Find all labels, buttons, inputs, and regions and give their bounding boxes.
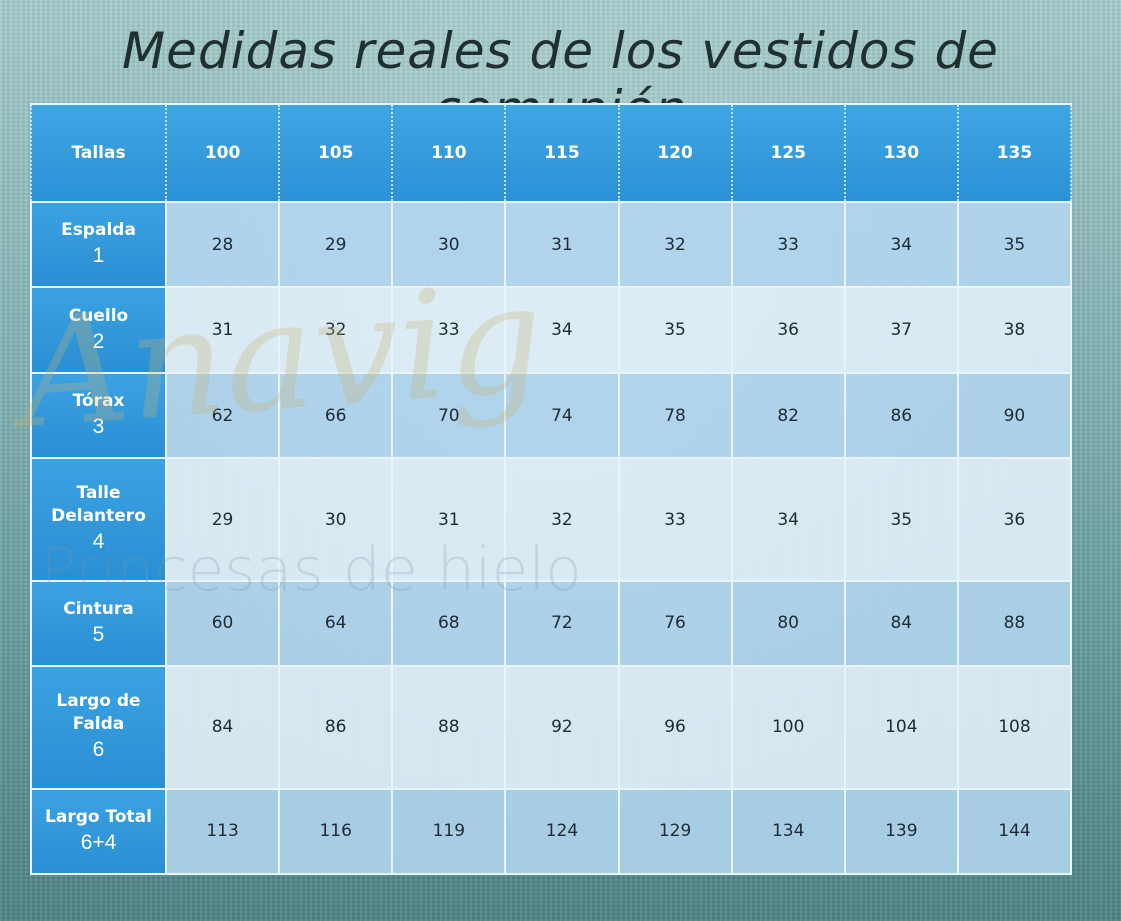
measurement-cell: 76: [617, 579, 733, 668]
measurement-cell: 62: [164, 371, 281, 460]
measurement-cell: 32: [617, 200, 733, 289]
measurement-cell: 116: [278, 787, 394, 875]
measurement-cell: 33: [391, 286, 507, 374]
measurement-cell: 82: [730, 371, 846, 460]
row-header: Largo de Falda 6: [30, 665, 167, 790]
measurement-cell: 30: [278, 457, 394, 582]
size-header: 110: [391, 103, 507, 203]
measurement-cell: 29: [164, 457, 281, 582]
measurement-cell: 70: [391, 371, 507, 460]
row-header: Cuello 2: [30, 286, 167, 374]
measurement-cell: 66: [278, 371, 394, 460]
table-row: Cuello 2 31 32 33 34 35 36 37 38: [30, 286, 1073, 374]
measurement-cell: 32: [278, 286, 394, 374]
measurement-cell: 30: [391, 200, 507, 289]
measurement-cell: 129: [617, 787, 733, 875]
measurement-cell: 32: [504, 457, 620, 582]
measurement-cell: 124: [504, 787, 620, 875]
measurement-cell: 113: [164, 787, 281, 875]
row-number: 2: [92, 329, 105, 353]
measurement-cell: 33: [617, 457, 733, 582]
measurement-cell: 100: [730, 665, 846, 790]
size-header: 125: [730, 103, 846, 203]
size-table-container: Tallas 100 105 110 115 120 125 130 135 E…: [30, 103, 1073, 875]
measurement-cell: 104: [843, 665, 959, 790]
measurement-cell: 31: [164, 286, 281, 374]
size-header: 115: [504, 103, 620, 203]
measurement-cell: 144: [956, 787, 1073, 875]
measurement-cell: 78: [617, 371, 733, 460]
row-header: Largo Total 6+4: [30, 787, 167, 875]
measurement-cell: 35: [617, 286, 733, 374]
size-header: 135: [956, 103, 1073, 203]
table-row: Largo Total 6+4 113 116 119 124 129 134 139 144: [30, 787, 1073, 875]
measurement-cell: 31: [504, 200, 620, 289]
measurement-cell: 29: [278, 200, 394, 289]
measurement-cell: 31: [391, 457, 507, 582]
table-row: Largo de Falda 6 84 86 88 92 96 100 104 108: [30, 665, 1073, 790]
measurement-cell: 84: [164, 665, 281, 790]
table-body: Espalda 1 28 29 30 31 32 33 34 35 Cuello 2 31 32 33 34 3…: [30, 200, 1073, 875]
measurement-cell: 72: [504, 579, 620, 668]
row-label: Cuello: [68, 305, 129, 326]
measurement-cell: 86: [278, 665, 394, 790]
measurement-cell: 74: [504, 371, 620, 460]
measurement-cell: 36: [730, 286, 846, 374]
table-row: Talle Delantero 4 29 30 31 32 33 34 35 36: [30, 457, 1073, 582]
size-header: 130: [843, 103, 959, 203]
measurement-cell: 96: [617, 665, 733, 790]
measurement-cell: 68: [391, 579, 507, 668]
measurement-cell: 35: [843, 457, 959, 582]
row-label: Largo de Falda: [56, 691, 141, 735]
measurement-cell: 28: [164, 200, 281, 289]
size-header: 105: [278, 103, 394, 203]
measurement-cell: 34: [504, 286, 620, 374]
measurement-cell: 38: [956, 286, 1073, 374]
row-label: Talle Delantero: [51, 483, 146, 527]
table-row: Espalda 1 28 29 30 31 32 33 34 35: [30, 200, 1073, 289]
table-row: Cintura 5 60 64 68 72 76 80 84 88: [30, 579, 1073, 668]
measurement-cell: 119: [391, 787, 507, 875]
measurement-cell: 64: [278, 579, 394, 668]
measurement-cell: 35: [956, 200, 1073, 289]
measurement-cell: 36: [956, 457, 1073, 582]
measurement-cell: 88: [956, 579, 1073, 668]
row-label: Largo Total: [45, 806, 152, 827]
row-header: Tórax 3: [30, 371, 167, 460]
row-number: 5: [92, 622, 105, 646]
corner-label: Tallas: [30, 103, 167, 203]
size-header: 120: [617, 103, 733, 203]
measurement-cell: 34: [843, 200, 959, 289]
header-row: Tallas 100 105 110 115 120 125 130 135: [30, 103, 1073, 203]
measurement-cell: 86: [843, 371, 959, 460]
measurement-cell: 92: [504, 665, 620, 790]
measurement-cell: 84: [843, 579, 959, 668]
row-label: Tórax: [72, 391, 125, 412]
measurement-cell: 37: [843, 286, 959, 374]
row-label: Espalda: [61, 220, 136, 241]
row-number: 4: [92, 530, 105, 554]
size-table: Tallas 100 105 110 115 120 125 130 135 E…: [30, 103, 1073, 875]
row-number: 3: [92, 415, 105, 438]
row-header: Talle Delantero 4: [30, 457, 167, 582]
measurement-cell: 80: [730, 579, 846, 668]
size-header: 100: [164, 103, 281, 203]
row-number: 6: [92, 738, 105, 762]
measurement-cell: 33: [730, 200, 846, 289]
measurement-cell: 108: [956, 665, 1073, 790]
row-number: 6+4: [80, 830, 117, 854]
row-header: Espalda 1: [30, 200, 167, 289]
measurement-cell: 60: [164, 579, 281, 668]
measurement-cell: 34: [730, 457, 846, 582]
measurement-cell: 88: [391, 665, 507, 790]
row-label: Cintura: [63, 598, 134, 619]
measurement-cell: 139: [843, 787, 959, 875]
row-number: 1: [92, 244, 105, 268]
measurement-cell: 134: [730, 787, 846, 875]
table-row: Tórax 3 62 66 70 74 78 82 86 90: [30, 371, 1073, 460]
measurement-cell: 90: [956, 371, 1073, 460]
row-header: Cintura 5: [30, 579, 167, 668]
